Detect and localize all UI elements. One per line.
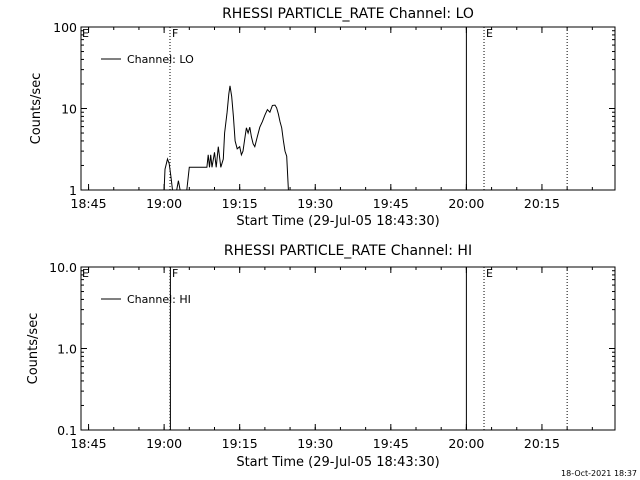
plot-frame [80, 266, 616, 431]
x-tick-label: 19:30 [297, 436, 333, 451]
x-tick-label: 19:30 [297, 196, 333, 211]
y-axis-label: Counts/sec [29, 73, 44, 145]
corner-label: E [82, 267, 89, 280]
series-line [163, 157, 173, 191]
chart-title: RHESSI PARTICLE_RATE Channel: LO [222, 6, 474, 22]
x-tick-label: 19:45 [373, 436, 409, 451]
x-tick-label: 20:15 [524, 436, 560, 451]
x-tick-label: 20:00 [448, 436, 484, 451]
x-tick-label: 19:15 [222, 196, 258, 211]
legend-label: Channel: HI [127, 293, 191, 306]
footer-timestamp: 18-Oct-2021 18:37 [561, 469, 637, 478]
x-tick-label: 19:00 [146, 436, 182, 451]
legend-label: Channel: LO [127, 53, 194, 66]
y-tick-label: 10.0 [49, 260, 77, 275]
x-tick-label: 20:15 [524, 196, 560, 211]
x-axis-label: Start Time (29-Jul-05 18:43:30) [236, 214, 439, 229]
y-axis-label: Counts/sec [26, 313, 41, 385]
y-tick-label: 1 [69, 183, 77, 198]
event-marker-label: F [172, 267, 178, 280]
x-tick-label: 19:45 [373, 196, 409, 211]
plot-frame [80, 26, 616, 191]
x-axis-label: Start Time (29-Jul-05 18:43:30) [236, 455, 439, 470]
chart-title: RHESSI PARTICLE_RATE Channel: HI [224, 243, 472, 259]
series-line [186, 85, 289, 191]
y-tick-label: 1.0 [57, 342, 77, 357]
event-marker-label: F [172, 27, 178, 40]
y-tick-label: 10 [61, 102, 77, 117]
series-line [176, 180, 181, 191]
x-tick-label: 19:15 [222, 436, 258, 451]
event-marker-label: E [486, 267, 493, 280]
x-tick-label: 19:00 [146, 196, 182, 211]
y-tick-label: 0.1 [57, 423, 77, 438]
corner-label: E [82, 27, 89, 40]
panel-lo: RHESSI PARTICLE_RATE Channel: LO Start Ti… [29, 6, 616, 229]
x-tick-label: 18:45 [71, 436, 107, 451]
x-tick-label: 18:45 [71, 196, 107, 211]
x-tick-label: 20:00 [448, 196, 484, 211]
event-marker-label: E [486, 27, 493, 40]
panel-hi: RHESSI PARTICLE_RATE Channel: HI Start Ti… [26, 243, 616, 470]
y-tick-label: 100 [53, 20, 77, 35]
